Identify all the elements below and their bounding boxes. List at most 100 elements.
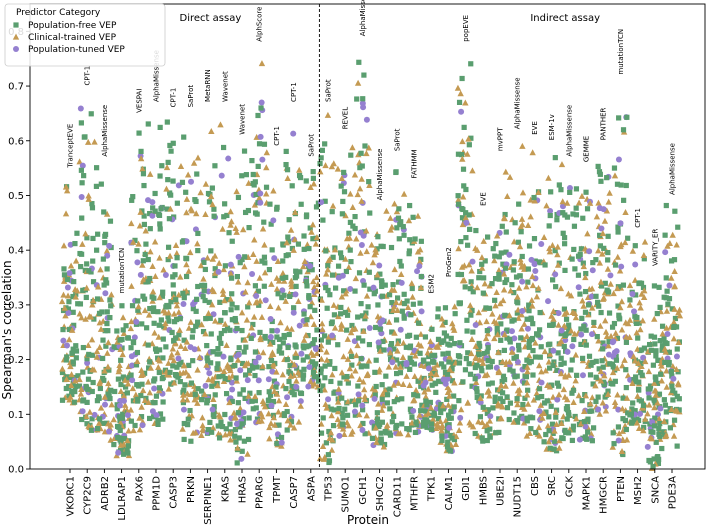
data-point — [558, 361, 564, 367]
data-point — [61, 304, 68, 311]
data-point — [468, 350, 475, 357]
data-point — [214, 365, 220, 372]
data-point — [521, 343, 529, 350]
data-point — [281, 412, 287, 419]
data-point — [546, 365, 553, 371]
data-point — [554, 261, 562, 268]
data-point — [481, 280, 489, 287]
data-point — [523, 374, 530, 380]
data-point — [662, 249, 669, 256]
data-point — [586, 302, 592, 308]
data-point — [582, 274, 589, 281]
data-point — [210, 396, 217, 403]
data-point — [486, 392, 493, 399]
data-point — [540, 410, 548, 417]
data-point — [324, 266, 331, 273]
x-tick-label: MTHFR — [410, 476, 421, 511]
data-point — [639, 317, 646, 324]
data-point — [434, 361, 441, 368]
data-point — [319, 326, 326, 333]
data-point — [668, 406, 675, 413]
data-point — [438, 427, 445, 434]
x-tick-label: ASPA — [306, 476, 317, 502]
data-point — [200, 275, 207, 282]
data-point — [650, 379, 658, 386]
data-point — [183, 255, 189, 261]
data-point — [615, 430, 623, 437]
data-point — [270, 360, 277, 367]
data-point — [219, 225, 226, 232]
data-point — [324, 305, 330, 311]
data-point — [524, 325, 531, 332]
data-point — [490, 318, 498, 325]
data-point — [203, 316, 209, 322]
data-point — [380, 338, 386, 345]
data-point — [517, 259, 525, 266]
data-point — [415, 320, 422, 326]
data-point — [478, 393, 484, 399]
data-point — [190, 328, 196, 334]
data-point — [448, 335, 454, 341]
data-point — [595, 247, 602, 254]
data-point — [116, 361, 123, 368]
data-point — [571, 246, 577, 253]
data-point — [433, 389, 439, 395]
data-point — [409, 414, 415, 420]
data-point — [373, 383, 379, 390]
data-point — [554, 217, 560, 223]
data-point — [635, 335, 641, 341]
data-point — [96, 343, 103, 350]
protein-points-ube2i — [489, 168, 511, 436]
data-point — [77, 301, 84, 307]
data-point — [135, 298, 141, 304]
data-point — [521, 320, 528, 327]
data-point — [524, 357, 530, 363]
data-point — [641, 424, 647, 430]
data-point — [160, 399, 166, 405]
data-point — [251, 201, 259, 208]
data-point — [609, 324, 616, 330]
data-point — [271, 387, 278, 394]
data-point — [60, 326, 66, 333]
data-point — [222, 375, 228, 382]
data-point — [162, 367, 169, 373]
data-point — [378, 278, 385, 284]
data-point — [449, 320, 456, 327]
data-point — [462, 99, 469, 106]
data-point — [222, 411, 228, 418]
data-point — [88, 427, 95, 433]
x-tick-label: HMGCR — [599, 476, 610, 514]
data-point — [556, 383, 562, 389]
data-point — [530, 372, 536, 378]
protein-points-mapk1 — [575, 189, 598, 444]
data-point — [209, 185, 215, 191]
data-point — [99, 420, 105, 426]
data-point — [657, 420, 663, 427]
data-point — [158, 317, 164, 323]
data-point — [556, 260, 562, 266]
data-point — [89, 388, 95, 395]
data-point — [397, 370, 404, 376]
data-point — [156, 385, 162, 391]
best-predictor-label: SaProt — [325, 79, 333, 102]
data-point — [174, 349, 181, 356]
data-point — [439, 321, 446, 328]
data-point — [227, 221, 234, 228]
data-point — [675, 379, 682, 386]
data-point — [285, 234, 291, 240]
data-point — [209, 429, 215, 435]
data-point — [287, 363, 293, 369]
data-point — [322, 400, 329, 407]
data-point — [234, 325, 240, 332]
data-point — [498, 337, 504, 343]
data-point — [281, 332, 287, 339]
data-point — [484, 330, 492, 337]
data-point — [671, 323, 678, 330]
data-point — [555, 350, 561, 356]
data-point — [501, 347, 507, 354]
data-point — [107, 297, 113, 303]
data-point — [266, 435, 273, 442]
data-point — [116, 402, 123, 409]
data-point — [170, 178, 176, 184]
data-point — [329, 209, 335, 215]
